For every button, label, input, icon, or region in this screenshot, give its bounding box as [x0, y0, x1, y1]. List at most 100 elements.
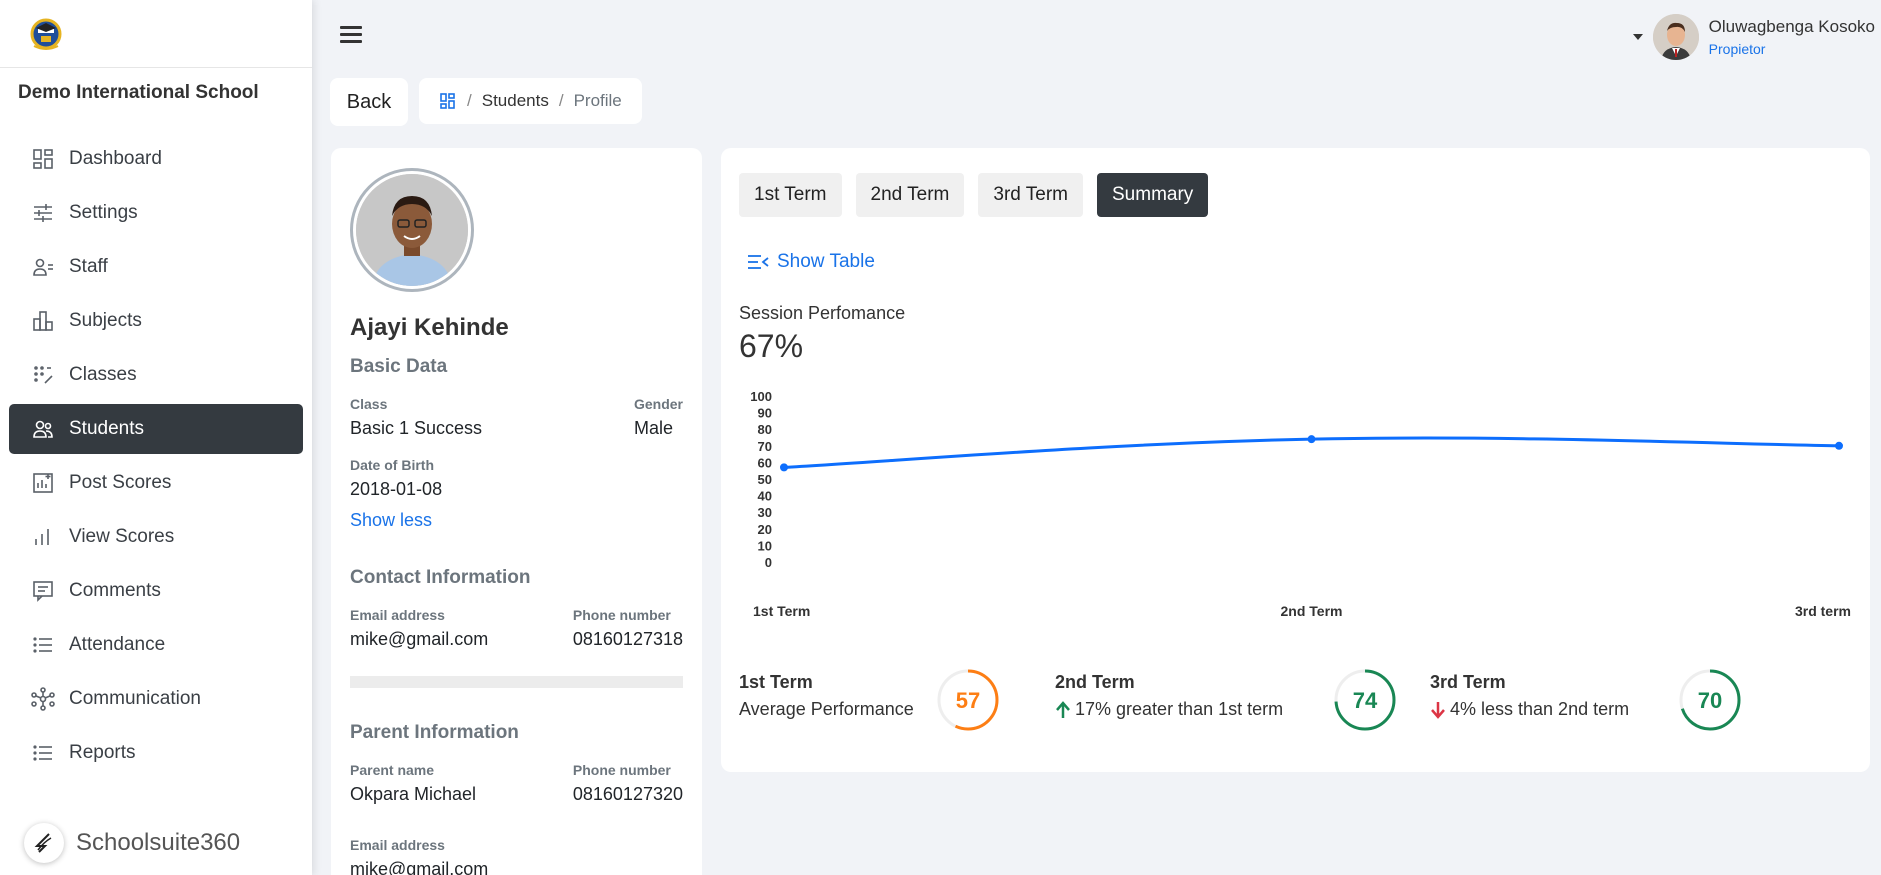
user-menu[interactable]: Oluwagbenga Kosoko Propietor [1632, 14, 1875, 60]
divider [350, 676, 683, 688]
x-tick-label: 1st Term [753, 603, 810, 619]
parent-phone-value: 08160127320 [572, 784, 683, 804]
classes-icon [34, 366, 53, 384]
sidebar-item-staff[interactable]: Staff [9, 242, 303, 292]
breadcrumb: / Students / Profile [419, 78, 642, 124]
breadcrumb-profile: Profile [573, 91, 622, 110]
y-tick-label: 20 [758, 522, 772, 537]
basic-data-title: Basic Data [350, 356, 448, 377]
score-ring-arc [1334, 669, 1396, 731]
list-icon [33, 745, 52, 761]
term-stat-subtitle-text: 4% less than 2nd term [1450, 699, 1630, 719]
score-ring-arc [937, 669, 999, 731]
arrow-up-icon [1056, 700, 1070, 718]
sidebar-item-attendance[interactable]: Attendance [9, 620, 303, 670]
sidebar-item-label: Classes [69, 364, 137, 385]
sidebar-nav: Dashboard Settings Staff Subjects Classes Stu… [0, 134, 312, 778]
staff-icon [33, 258, 53, 276]
term-stat: 1st Term Average Performance [739, 668, 914, 720]
sidebar-item-communication[interactable]: Communication [9, 674, 303, 724]
score-value: 74 [1353, 688, 1378, 713]
sliders-icon [34, 204, 52, 222]
user-avatar[interactable] [1652, 14, 1699, 60]
sidebar-item-label: Reports [69, 742, 136, 763]
term-stat: 3rd Term 4% less than 2nd term [1430, 668, 1629, 720]
sidebar-item-label: Subjects [69, 310, 142, 331]
breadcrumb-separator: / [467, 91, 472, 110]
school-logo[interactable] [26, 14, 66, 54]
students-icon [33, 420, 53, 438]
back-button[interactable]: Back [330, 78, 408, 126]
term-stat-subtitle-text: 17% greater than 1st term [1075, 699, 1284, 719]
sidebar-item-label: Students [69, 418, 144, 439]
term-tabs: 1st Term 2nd Term 3rd Term Summary [739, 173, 1222, 217]
sidebar: Demo International School Dashboard Setti… [0, 0, 312, 875]
user-role: Propietor [1708, 41, 1766, 57]
y-tick-label: 80 [758, 422, 772, 437]
session-performance-label: Session Perfomance [739, 303, 906, 323]
parent-email-label: Email address [350, 837, 445, 853]
data-point [1307, 435, 1316, 444]
score-ring: 74 [1334, 669, 1396, 731]
phone-label: Phone number [572, 607, 671, 623]
student-name: Ajayi Kehinde [350, 314, 509, 341]
term-stat-subtitle: 17% greater than 1st term [1055, 699, 1283, 720]
sidebar-item-label: Dashboard [69, 148, 162, 169]
gender-value: Male [633, 418, 673, 438]
sidebar-item-subjects[interactable]: Subjects [9, 296, 303, 346]
data-point [780, 463, 788, 472]
y-tick-label: 30 [758, 505, 772, 520]
arrow-down-icon [1431, 701, 1445, 719]
score-ring-arc [1679, 669, 1741, 731]
term-stat-title: 1st Term [739, 672, 813, 692]
sidebar-item-students[interactable]: Students [9, 404, 303, 454]
sidebar-item-label: Comments [69, 580, 161, 601]
tab-1st-term[interactable]: 1st Term [739, 173, 842, 217]
comments-icon [33, 581, 53, 602]
list-icon [33, 637, 52, 653]
show-table-button[interactable]: Show Table [747, 251, 875, 273]
sidebar-item-post-scores[interactable]: Post Scores [9, 458, 303, 508]
sidebar-item-view-scores[interactable]: View Scores [9, 512, 303, 562]
sidebar-item-label: Communication [69, 688, 201, 709]
sidebar-item-comments[interactable]: Comments [9, 566, 303, 616]
tab-2nd-term[interactable]: 2nd Term [855, 173, 965, 217]
email-value: mike@gmail.com [350, 629, 489, 649]
show-less-link[interactable]: Show less [350, 510, 433, 530]
tab-3rd-term[interactable]: 3rd Term [978, 173, 1083, 217]
term-stats: 1st Term Average Performance 57 2nd Term 17%… [739, 668, 1849, 738]
subjects-icon [33, 311, 53, 331]
sidebar-item-dashboard[interactable]: Dashboard [9, 134, 303, 184]
phone-value: 08160127318 [572, 629, 683, 649]
sidebar-item-classes[interactable]: Classes [9, 350, 303, 400]
parent-name-label: Parent name [350, 762, 435, 778]
tab-summary[interactable]: Summary [1097, 173, 1209, 217]
breadcrumb-separator: / [558, 91, 564, 110]
sidebar-item-settings[interactable]: Settings [9, 188, 303, 238]
logo-area [0, 0, 312, 68]
y-tick-label: 70 [758, 439, 772, 454]
score-ring: 57 [937, 669, 999, 731]
table-toggle-icon [748, 255, 769, 269]
menu-toggle-icon[interactable] [340, 26, 362, 44]
term-stat: 2nd Term 17% greater than 1st term [1055, 668, 1283, 720]
network-icon [31, 687, 55, 711]
contact-title: Contact Information [350, 567, 531, 588]
dob-value: 2018-01-08 [350, 479, 443, 499]
y-tick-label: 40 [758, 489, 772, 504]
term-stat-title: 3rd Term [1430, 672, 1506, 692]
sidebar-item-label: Attendance [69, 634, 166, 655]
score-value: 57 [956, 688, 980, 713]
breadcrumb-students[interactable]: Students [481, 91, 549, 110]
email-label: Email address [350, 607, 445, 623]
dashboard-icon[interactable] [439, 92, 457, 110]
sidebar-item-label: Settings [69, 202, 138, 223]
chevron-down-icon[interactable] [1632, 34, 1643, 40]
sidebar-item-label: Staff [69, 256, 108, 277]
score-ring: 70 [1679, 669, 1741, 731]
sidebar-item-reports[interactable]: Reports [9, 728, 303, 778]
term-stat-subtitle: Average Performance [739, 699, 914, 720]
y-tick-label: 90 [758, 406, 772, 421]
term-stat-subtitle-text: Average Performance [739, 699, 914, 719]
